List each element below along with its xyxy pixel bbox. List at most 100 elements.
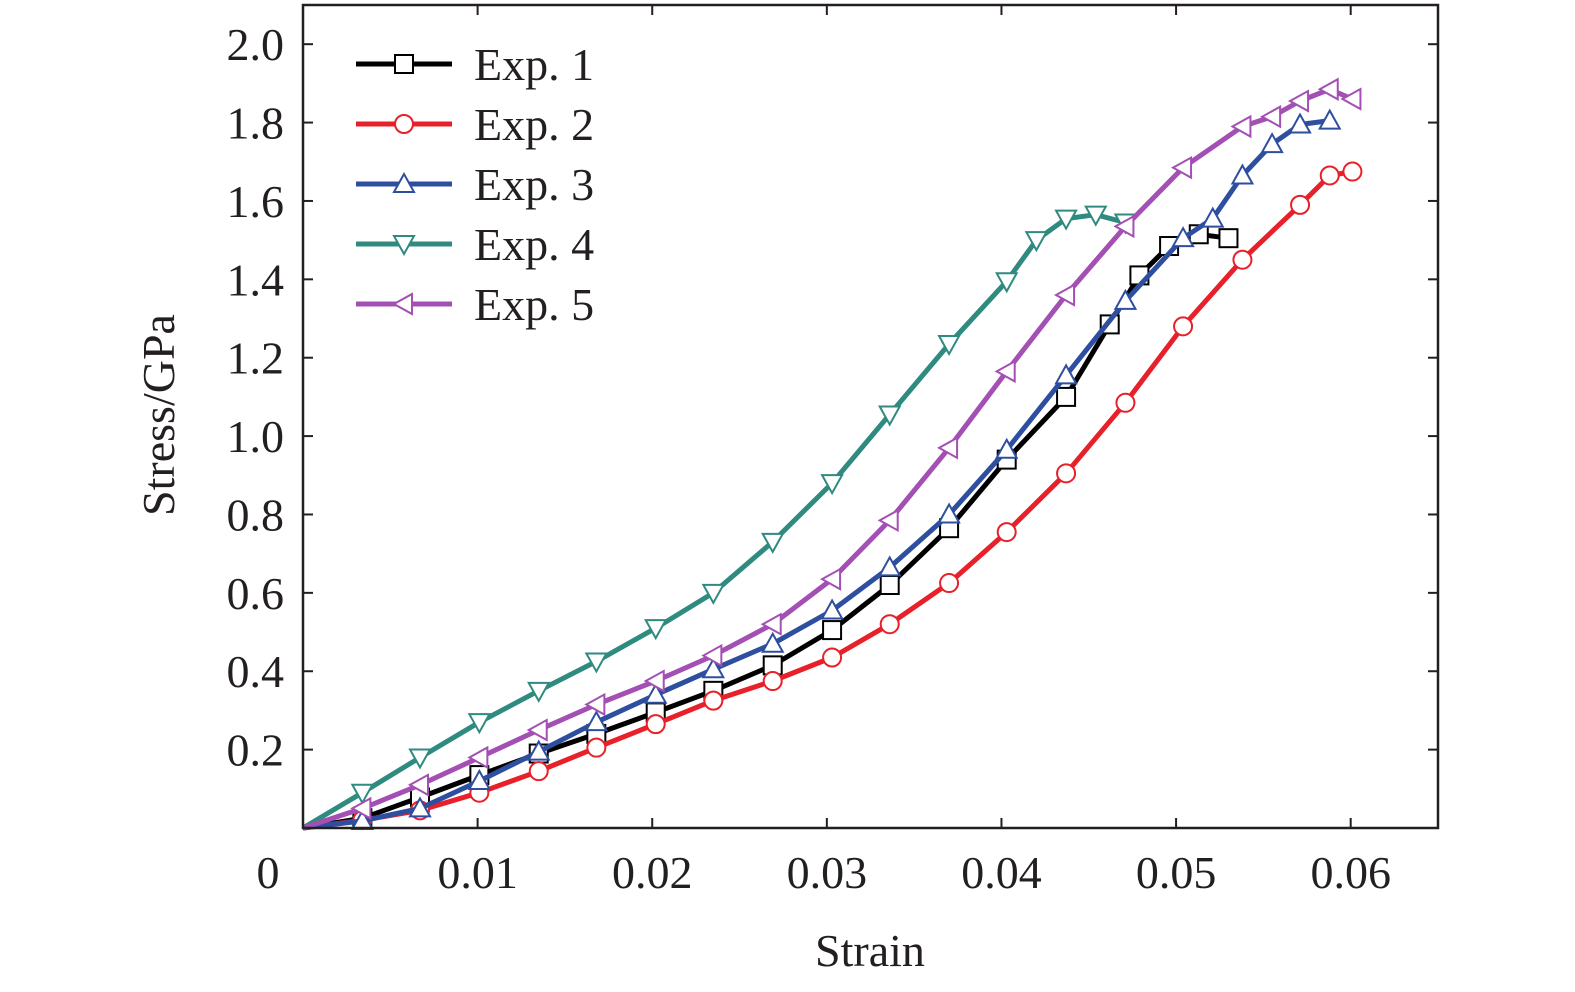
data-point <box>939 573 960 594</box>
y-tick-label: 1.0 <box>227 411 285 462</box>
legend-item: Exp. 5 <box>356 279 594 330</box>
data-point <box>1230 163 1255 185</box>
data-point <box>350 796 372 821</box>
legend-label: Exp. 4 <box>474 219 594 270</box>
legend-label: Exp. 1 <box>474 39 594 90</box>
data-point <box>1201 206 1225 228</box>
data-point <box>644 682 668 704</box>
x-tick-label: 0.04 <box>961 847 1042 898</box>
data-point <box>878 555 902 577</box>
data-point <box>1024 231 1049 253</box>
legend-item: Exp. 3 <box>356 159 594 210</box>
data-point <box>1288 112 1312 134</box>
y-tick-label: 0.2 <box>227 725 285 776</box>
y-tick-label: 0.8 <box>227 489 285 540</box>
data-point <box>1173 316 1194 337</box>
data-point <box>1056 463 1077 484</box>
series-line <box>302 118 1331 831</box>
x-tick-label: 0 <box>257 847 280 898</box>
data-point <box>408 796 432 818</box>
data-point <box>1115 392 1136 413</box>
series-1 <box>302 224 1239 831</box>
data-point <box>1319 165 1340 186</box>
legend-swatch-marker <box>394 114 414 134</box>
data-point <box>528 761 549 782</box>
series-5 <box>302 77 1362 831</box>
legend-item: Exp. 2 <box>356 99 594 150</box>
data-point <box>584 710 609 732</box>
data-point <box>586 737 607 758</box>
series-line <box>302 169 1353 831</box>
data-point <box>878 405 902 427</box>
data-point <box>879 614 900 635</box>
x-tick-label: 0.03 <box>787 847 868 898</box>
series-2 <box>302 161 1363 831</box>
data-point <box>408 748 432 770</box>
x-tick-label: 0.01 <box>437 847 518 898</box>
series-line <box>301 212 1127 831</box>
legend-swatch-marker <box>394 54 414 74</box>
data-point <box>879 575 900 596</box>
data-point <box>701 657 726 679</box>
data-point <box>1171 155 1193 180</box>
data-point <box>822 620 843 641</box>
data-point <box>1260 104 1282 129</box>
data-point <box>760 612 782 636</box>
data-point <box>761 631 785 653</box>
data-point <box>584 692 606 717</box>
data-point <box>820 598 844 620</box>
data-point <box>1054 283 1076 307</box>
y-tick-label: 1.2 <box>227 333 285 384</box>
y-tick-label: 1.8 <box>227 98 285 149</box>
y-axis: 0.2 0.4 0.6 0.8 1.0 1.2 1.4 1.6 1.8 2.0 <box>227 19 1438 776</box>
data-point <box>1230 114 1252 139</box>
data-point <box>643 669 665 693</box>
data-point <box>467 713 492 735</box>
series-line <box>302 231 1229 831</box>
data-point <box>1290 194 1311 215</box>
data-point <box>1260 132 1284 154</box>
x-axis-title: Strain <box>815 925 925 976</box>
data-point <box>937 436 959 460</box>
legend-item: Exp. 4 <box>356 219 594 270</box>
data-point <box>762 671 783 692</box>
data-point <box>820 567 842 591</box>
data-point <box>467 745 489 770</box>
data-point <box>527 739 551 761</box>
data-point <box>701 583 726 605</box>
series-line <box>302 86 1354 831</box>
y-tick-label: 1.6 <box>227 176 285 227</box>
legend-swatch-marker <box>392 171 416 193</box>
y-tick-label: 0.6 <box>227 568 285 619</box>
data-point <box>1317 77 1339 101</box>
data-point <box>877 508 899 533</box>
y-tick-label: 2.0 <box>227 19 285 70</box>
data-point <box>937 334 961 357</box>
legend-label: Exp. 5 <box>474 279 594 330</box>
data-point <box>1342 161 1363 182</box>
data-point <box>1287 89 1310 113</box>
data-point <box>407 773 429 797</box>
plot-frame <box>301 3 1440 830</box>
data-point <box>1054 209 1078 231</box>
data-point <box>995 272 1019 294</box>
data-point <box>996 522 1017 543</box>
data-point <box>1084 205 1108 227</box>
data-point <box>937 502 961 524</box>
data-point <box>1232 249 1253 270</box>
data-point <box>994 359 1016 384</box>
x-tick-label: 0.05 <box>1136 847 1217 898</box>
data-point <box>1113 288 1138 310</box>
data-point <box>1218 228 1239 249</box>
legend: Exp. 1 Exp. 2 Exp. 3 Exp. 4 Exp. 5 <box>356 39 594 330</box>
legend-item: Exp. 1 <box>356 39 594 90</box>
x-tick-label: 0.02 <box>612 847 693 898</box>
data-point <box>467 768 492 790</box>
y-axis-title: Stress/GPa <box>133 314 184 516</box>
legend-label: Exp. 3 <box>474 159 594 210</box>
series-3 <box>302 108 1342 831</box>
data-point <box>526 718 548 742</box>
data-point <box>761 532 785 554</box>
data-point <box>584 652 609 674</box>
